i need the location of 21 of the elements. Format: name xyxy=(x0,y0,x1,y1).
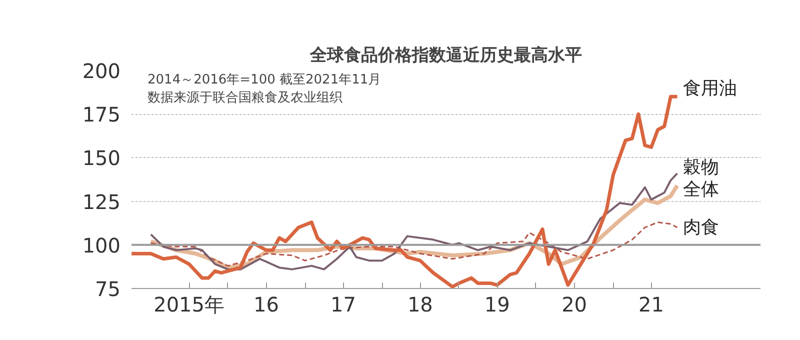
x-tick-label: 17 xyxy=(330,292,356,316)
y-tick-label: 100 xyxy=(82,233,121,258)
x-tick-label: 21 xyxy=(638,292,664,316)
series-label: 食用油 xyxy=(683,78,738,100)
y-tick-label: 125 xyxy=(82,190,121,214)
series-label: 肉食 xyxy=(683,216,720,238)
x-tick-label: 18 xyxy=(407,292,433,316)
annotation: 数据来源于联合国粮食及农业组织 xyxy=(148,90,342,106)
line-series xyxy=(150,221,678,267)
series-label: 穀物 xyxy=(683,156,720,178)
chart-title: 全球食品价格指数逼近历史最高水平 xyxy=(309,46,582,66)
y-tick-label: 75 xyxy=(95,277,121,301)
x-tick-label: 19 xyxy=(484,292,510,316)
annotation: 2014～2016年=100 截至2021年11月 xyxy=(148,72,382,88)
y-tick-label: 175 xyxy=(82,102,121,127)
y-tick-label: 200 xyxy=(82,59,121,83)
x-tick-label: 20 xyxy=(562,292,588,316)
series-label: 全体 xyxy=(683,179,720,200)
x-tick-label: 16 xyxy=(254,292,279,316)
y-tick-label: 150 xyxy=(82,146,121,170)
x-tick-label: 2015年 xyxy=(154,292,225,316)
